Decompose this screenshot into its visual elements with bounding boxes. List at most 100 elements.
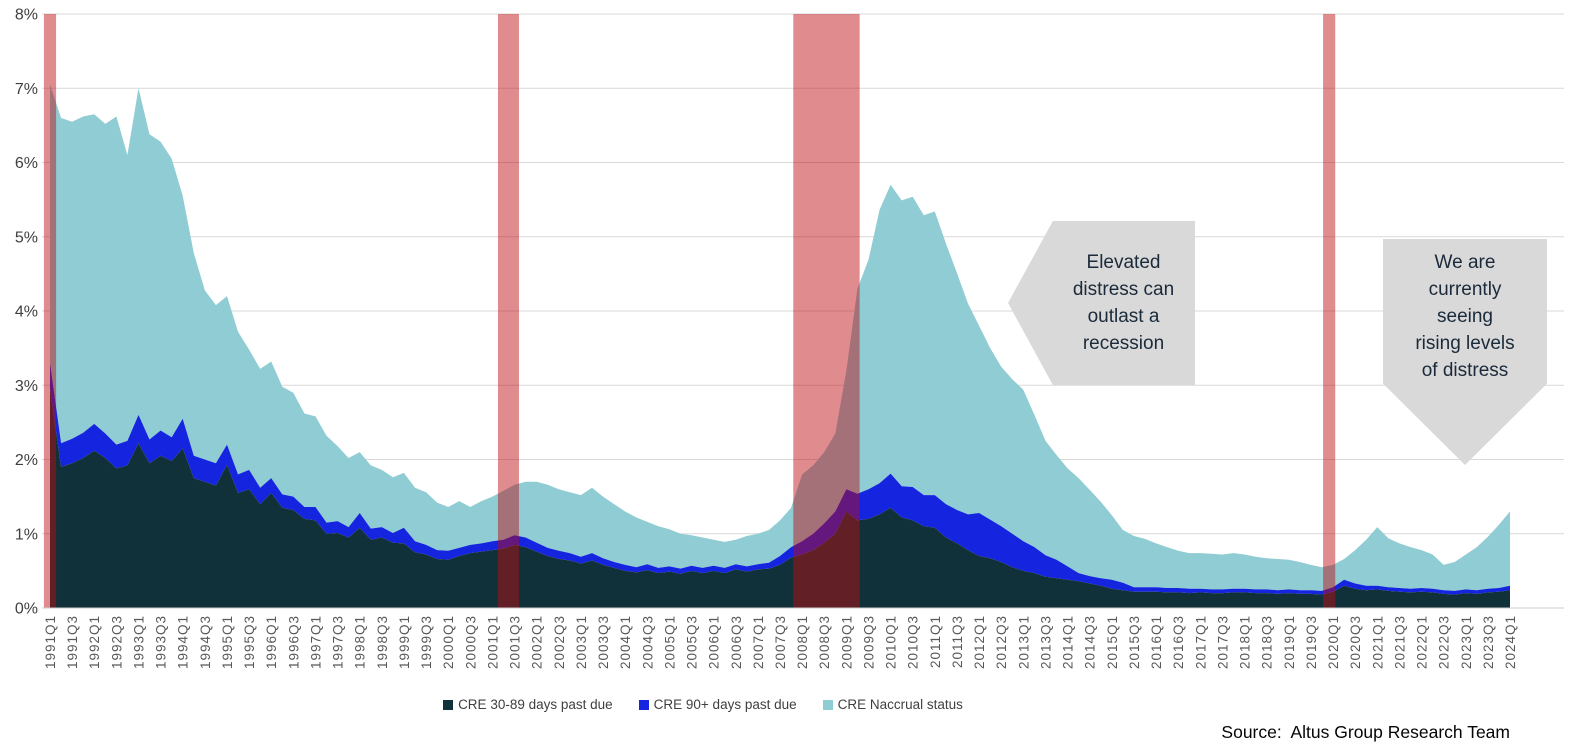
x-tick-label: 2011Q3 (950, 615, 965, 668)
x-tick-label: 2010Q3 (906, 615, 921, 669)
legend: CRE 30-89 days past due CRE 90+ days past… (0, 697, 1406, 712)
x-tick-label: 2022Q1 (1415, 615, 1430, 669)
x-tick-label: 2017Q3 (1215, 615, 1230, 669)
x-tick-label: 2007Q3 (773, 615, 788, 669)
x-tick-label: 2020Q1 (1326, 615, 1341, 669)
x-tick-label: 2006Q1 (707, 615, 722, 669)
x-tick-label: 2002Q1 (530, 615, 545, 669)
x-tick-label: 1996Q1 (264, 615, 279, 669)
legend-swatch-icon (822, 699, 833, 710)
callout-line: currently (1428, 279, 1502, 300)
x-tick-label: 2014Q1 (1061, 615, 1076, 669)
recession-band (1323, 14, 1336, 608)
x-tick-label: 2012Q3 (994, 615, 1009, 669)
x-tick-label: 2013Q3 (1038, 615, 1053, 669)
y-tick-label: 1% (15, 526, 38, 543)
x-tick-label: 2005Q1 (662, 615, 677, 669)
x-tick-label: 2022Q3 (1437, 615, 1452, 669)
x-tick-label: 1992Q3 (109, 615, 124, 669)
y-tick-label: 7% (15, 81, 38, 98)
legend-item: CRE 90+ days past due (638, 697, 797, 712)
callout-elevated-text: Elevated distress can outlast a recessio… (1052, 249, 1195, 357)
x-tick-label: 1999Q1 (397, 615, 412, 669)
x-tick-label: 1998Q3 (375, 615, 390, 669)
x-tick-label: 2016Q1 (1149, 615, 1164, 669)
x-tick-label: 2021Q1 (1370, 615, 1385, 669)
x-tick-label: 2002Q3 (552, 615, 567, 669)
x-tick-label: 2018Q1 (1238, 615, 1253, 669)
x-tick-label: 1991Q1 (43, 615, 58, 669)
y-tick-label: 4% (15, 304, 38, 321)
callout-line: We are (1434, 252, 1496, 273)
y-tick-label: 3% (15, 378, 38, 395)
x-tick-label: 2001Q3 (508, 615, 523, 669)
x-tick-label: 2001Q1 (485, 615, 500, 669)
x-tick-label: 2023Q1 (1459, 615, 1474, 669)
x-tick-label: 1995Q1 (220, 615, 235, 669)
x-tick-label: 1997Q1 (308, 615, 323, 669)
callout-line: recession (1082, 333, 1165, 354)
x-tick-label: 1996Q3 (286, 615, 301, 669)
legend-item: CRE Naccrual status (822, 697, 963, 712)
x-tick-label: 1998Q1 (353, 615, 368, 669)
x-tick-label: 2017Q1 (1193, 615, 1208, 669)
x-tick-label: 2015Q3 (1127, 615, 1142, 669)
y-tick-label: 5% (15, 229, 38, 246)
legend-swatch-icon (638, 699, 649, 710)
x-tick-label: 1993Q1 (131, 615, 146, 669)
x-tick-label: 1999Q3 (419, 615, 434, 669)
x-tick-label: 2021Q3 (1392, 615, 1407, 669)
x-tick-label: 2012Q1 (972, 615, 987, 669)
recession-band (497, 14, 519, 608)
x-tick-label: 1994Q3 (198, 615, 213, 669)
legend-label: CRE 30-89 days past due (458, 697, 613, 712)
y-tick-label: 0% (15, 601, 38, 618)
recession-band (793, 14, 860, 608)
x-tick-label: 2009Q3 (861, 615, 876, 669)
x-tick-label: 2010Q1 (884, 615, 899, 669)
x-tick-label: 2004Q3 (640, 615, 655, 669)
x-tick-label: 1994Q1 (176, 615, 191, 669)
x-tick-label: 2005Q3 (685, 615, 700, 669)
x-tick-label: 2015Q1 (1105, 615, 1120, 669)
x-tick-label: 2008Q3 (817, 615, 832, 669)
x-tick-label: 2007Q1 (751, 615, 766, 669)
x-tick-label: 2019Q3 (1304, 615, 1319, 669)
x-tick-label: 2024Q1 (1503, 615, 1518, 669)
x-tick-label: 2020Q3 (1348, 615, 1363, 669)
legend-item: CRE 30-89 days past due (443, 697, 613, 712)
callout-line: outlast a (1087, 306, 1160, 327)
y-tick-label: 2% (15, 452, 38, 469)
callout-elevated-distress: Elevated distress can outlast a recessio… (1008, 221, 1195, 385)
callout-line: distress can (1072, 279, 1175, 300)
legend-label: CRE Naccrual status (837, 697, 963, 712)
callout-line: Elevated (1086, 252, 1161, 273)
y-tick-label: 8% (15, 7, 38, 24)
x-tick-label: 2004Q1 (618, 615, 633, 669)
x-tick-label: 2018Q3 (1260, 615, 1275, 669)
x-tick-label: 2003Q3 (596, 615, 611, 669)
legend-label: CRE 90+ days past due (653, 697, 797, 712)
callout-line: seeing (1437, 306, 1493, 327)
x-tick-label: 1997Q3 (331, 615, 346, 669)
x-tick-label: 2014Q3 (1083, 615, 1098, 669)
area-series-0 (50, 389, 1510, 608)
x-tick-label: 2019Q1 (1282, 615, 1297, 669)
recession-band (43, 14, 57, 608)
x-tick-label: 2016Q3 (1171, 615, 1186, 669)
x-tick-label: 2000Q3 (463, 615, 478, 669)
x-tick-label: 2023Q3 (1481, 615, 1496, 669)
x-tick-label: 2008Q1 (795, 615, 810, 669)
x-tick-label: 1993Q3 (154, 615, 169, 669)
callout-line: of distress (1421, 360, 1509, 381)
x-tick-label: 1991Q3 (65, 615, 80, 669)
x-tick-label: 2006Q3 (729, 615, 744, 669)
callout-line: rising levels (1415, 333, 1515, 354)
legend-swatch-icon (443, 699, 454, 710)
x-tick-label: 2000Q1 (441, 615, 456, 669)
x-tick-label: 1995Q3 (242, 615, 257, 669)
x-tick-label: 2013Q1 (1016, 615, 1031, 669)
x-tick-label: 2003Q1 (574, 615, 589, 669)
x-tick-label: 2011Q1 (928, 615, 943, 668)
